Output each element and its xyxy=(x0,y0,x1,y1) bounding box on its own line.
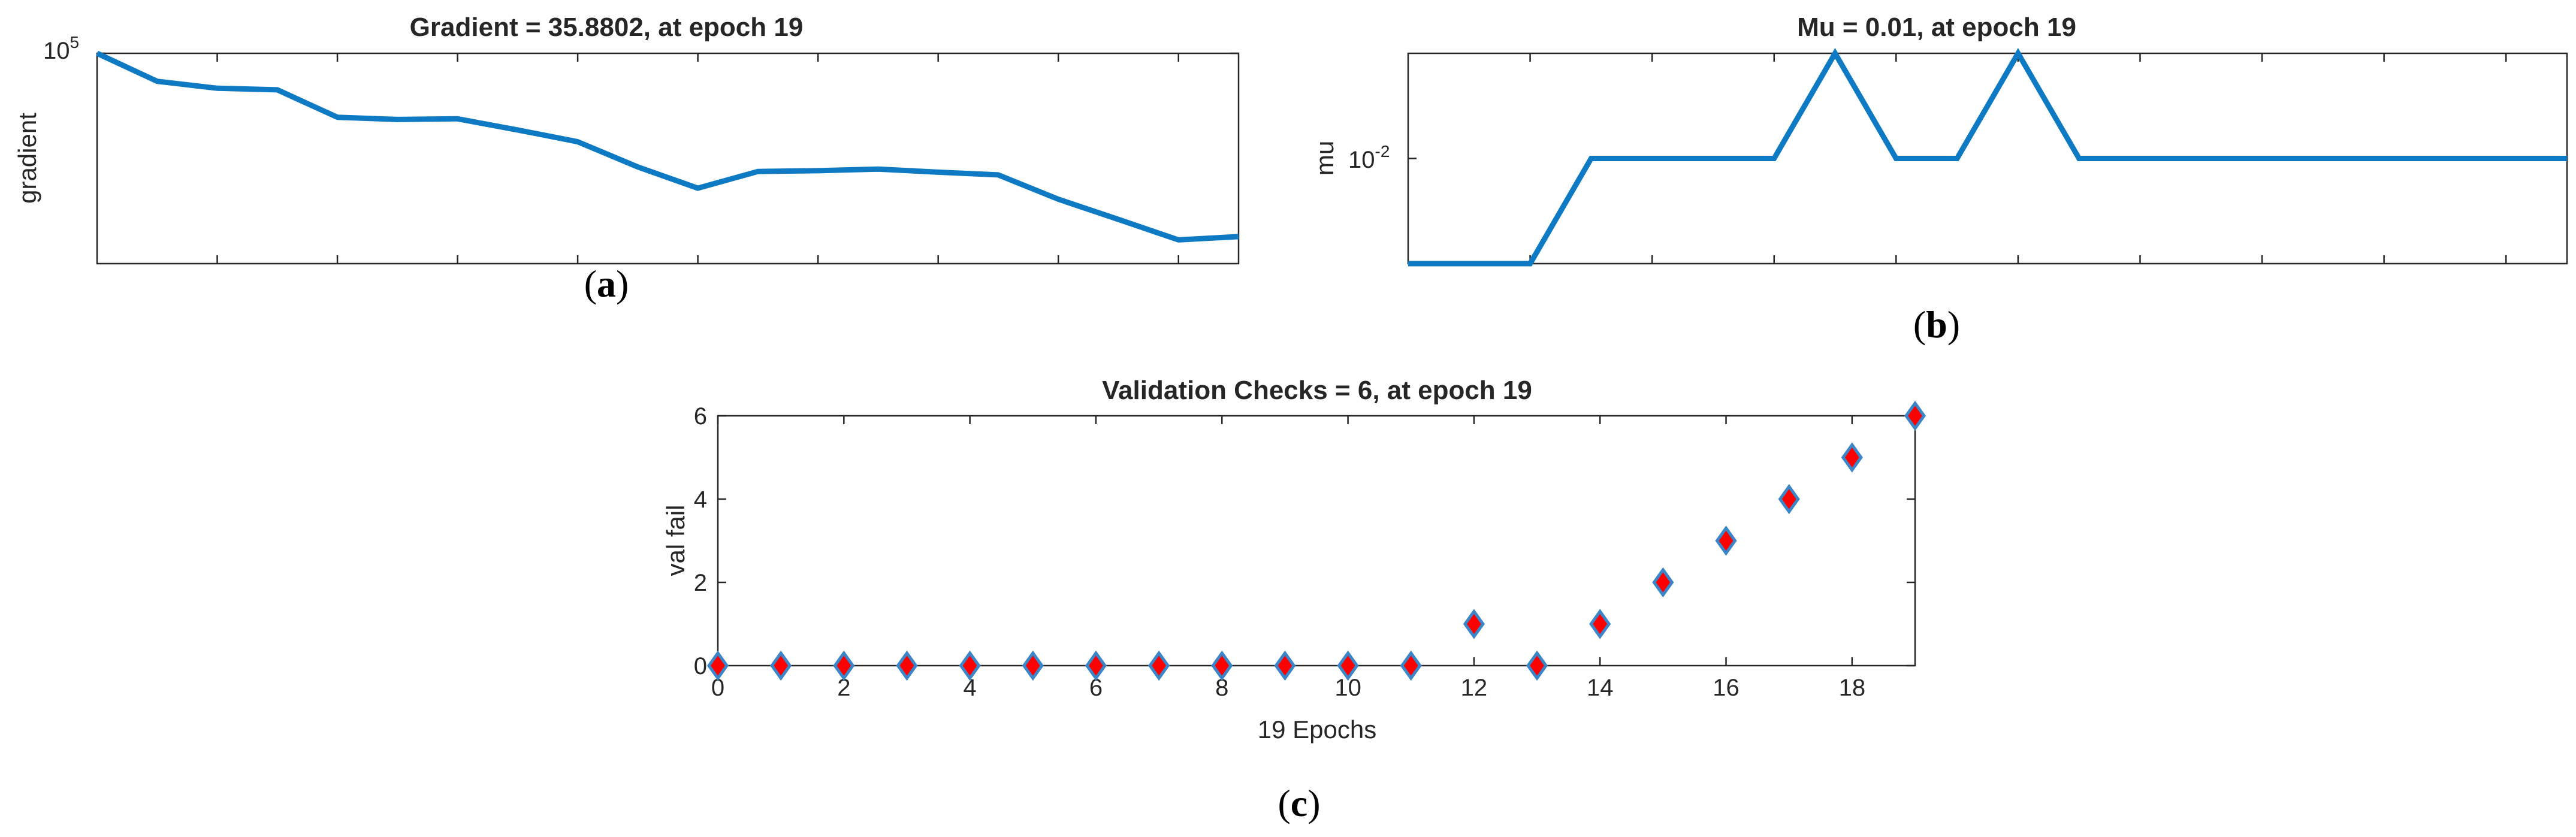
gradient-y-tick-label: 105 xyxy=(43,33,79,64)
gradient-chart: Gradient = 35.8802, at epoch 19 gradient… xyxy=(13,13,1240,305)
validation-point xyxy=(1589,609,1611,639)
validation-x-tick-label: 6 xyxy=(1089,675,1103,701)
validation-point xyxy=(1652,567,1674,598)
validation-plot-area xyxy=(717,415,1916,667)
validation-y-tick-label: 0 xyxy=(694,653,707,679)
validation-point xyxy=(833,650,855,681)
validation-x-tick-label: 0 xyxy=(711,675,724,701)
validation-point xyxy=(1463,609,1485,639)
validation-chart-title: Validation Checks = 6, at epoch 19 xyxy=(1102,376,1532,405)
gradient-chart-title: Gradient = 35.8802, at epoch 19 xyxy=(410,13,804,42)
gradient-series-line xyxy=(96,50,1239,243)
validation-markers xyxy=(706,400,1926,681)
validation-x-tick-label: 4 xyxy=(964,675,977,701)
validation-y-tick-label: 2 xyxy=(694,570,707,596)
validation-y-tick-label: 4 xyxy=(694,487,707,513)
gradient-plot-area xyxy=(96,52,1240,265)
validation-point xyxy=(1148,650,1170,681)
mu-chart-title: Mu = 0.01, at epoch 19 xyxy=(1797,13,2076,42)
panel-label-a: (a) xyxy=(584,262,629,305)
validation-point xyxy=(1841,442,1863,473)
validation-point xyxy=(1274,650,1296,681)
validation-x-tick-label: 8 xyxy=(1215,675,1228,701)
panel-label-b: (b) xyxy=(1913,303,1960,346)
validation-x-tick-label: 12 xyxy=(1461,675,1488,701)
panel-label-c: (c) xyxy=(1278,782,1320,824)
mu-chart: Mu = 0.01, at epoch 19 mu 10-2 (b) xyxy=(1310,13,2568,346)
validation-point xyxy=(706,650,729,681)
validation-x-tick-label: 2 xyxy=(837,675,850,701)
validation-x-tick-label: 16 xyxy=(1713,675,1740,701)
validation-point xyxy=(1526,650,1548,681)
validation-chart: Validation Checks = 6, at epoch 19 0 2 4 6 8… xyxy=(662,376,1926,824)
gradient-x-ticks xyxy=(97,52,1239,264)
validation-point xyxy=(1715,525,1737,556)
validation-point xyxy=(770,650,792,681)
validation-y-tick-label: 6 xyxy=(694,403,707,430)
validation-point xyxy=(1022,650,1044,681)
validation-point xyxy=(1904,400,1926,431)
validation-point xyxy=(1085,650,1107,681)
gradient-y-axis-label: gradient xyxy=(13,113,41,204)
validation-point xyxy=(1778,484,1800,515)
validation-point xyxy=(1211,650,1233,681)
mu-y-axis-label: mu xyxy=(1310,141,1339,176)
validation-point xyxy=(959,650,981,681)
validation-y-axis-label: val fail xyxy=(662,504,690,576)
validation-x-tick-label: 14 xyxy=(1587,675,1614,701)
validation-x-axis-label: 19 Epochs xyxy=(1258,715,1376,744)
validation-point xyxy=(896,650,918,681)
validation-point xyxy=(1337,650,1359,681)
validation-point xyxy=(1400,650,1422,681)
mu-series-line xyxy=(1408,48,2567,267)
mu-y-tick-label: 10-2 xyxy=(1348,142,1390,173)
validation-x-tick-label: 18 xyxy=(1839,675,1866,701)
